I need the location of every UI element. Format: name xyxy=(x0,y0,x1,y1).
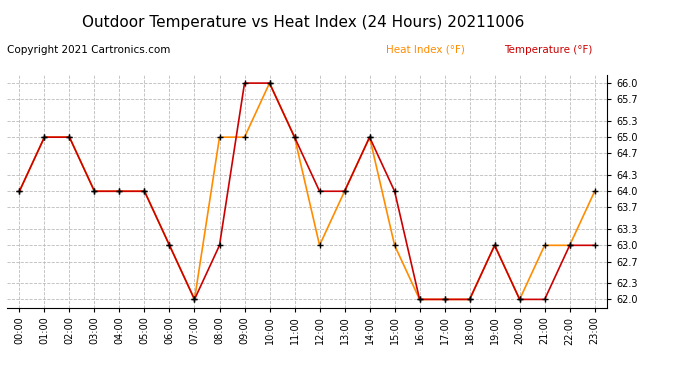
Heat Index (°F) xyxy=(266,81,274,86)
Temperature (°F) xyxy=(166,243,174,248)
Temperature (°F) xyxy=(591,243,599,248)
Temperature (°F) xyxy=(266,81,274,86)
Temperature (°F) xyxy=(90,189,99,194)
Heat Index (°F) xyxy=(415,297,424,302)
Heat Index (°F) xyxy=(66,135,74,140)
Heat Index (°F) xyxy=(440,297,449,302)
Heat Index (°F) xyxy=(215,135,224,140)
Temperature (°F) xyxy=(66,135,74,140)
Temperature (°F) xyxy=(391,189,399,194)
Heat Index (°F) xyxy=(140,189,148,194)
Temperature (°F) xyxy=(440,297,449,302)
Heat Index (°F) xyxy=(515,297,524,302)
Heat Index (°F) xyxy=(315,243,324,248)
Text: Heat Index (°F): Heat Index (°F) xyxy=(386,45,465,55)
Heat Index (°F) xyxy=(366,135,374,140)
Heat Index (°F) xyxy=(115,189,124,194)
Heat Index (°F) xyxy=(340,189,348,194)
Temperature (°F) xyxy=(315,189,324,194)
Text: Temperature (°F): Temperature (°F) xyxy=(504,45,592,55)
Temperature (°F) xyxy=(290,135,299,140)
Temperature (°F) xyxy=(140,189,148,194)
Temperature (°F) xyxy=(491,243,499,248)
Line: Temperature (°F): Temperature (°F) xyxy=(16,80,598,303)
Heat Index (°F) xyxy=(240,135,248,140)
Heat Index (°F) xyxy=(190,297,199,302)
Heat Index (°F) xyxy=(540,243,549,248)
Heat Index (°F) xyxy=(90,189,99,194)
Temperature (°F) xyxy=(466,297,474,302)
Temperature (°F) xyxy=(340,189,348,194)
Temperature (°F) xyxy=(515,297,524,302)
Temperature (°F) xyxy=(366,135,374,140)
Temperature (°F) xyxy=(115,189,124,194)
Heat Index (°F) xyxy=(466,297,474,302)
Text: Outdoor Temperature vs Heat Index (24 Hours) 20211006: Outdoor Temperature vs Heat Index (24 Ho… xyxy=(82,15,525,30)
Text: Copyright 2021 Cartronics.com: Copyright 2021 Cartronics.com xyxy=(7,45,170,55)
Temperature (°F) xyxy=(415,297,424,302)
Temperature (°F) xyxy=(190,297,199,302)
Heat Index (°F) xyxy=(591,189,599,194)
Temperature (°F) xyxy=(215,243,224,248)
Heat Index (°F) xyxy=(290,135,299,140)
Temperature (°F) xyxy=(566,243,574,248)
Heat Index (°F) xyxy=(40,135,48,140)
Heat Index (°F) xyxy=(15,189,23,194)
Temperature (°F) xyxy=(240,81,248,86)
Heat Index (°F) xyxy=(166,243,174,248)
Temperature (°F) xyxy=(40,135,48,140)
Heat Index (°F) xyxy=(491,243,499,248)
Temperature (°F) xyxy=(15,189,23,194)
Line: Heat Index (°F): Heat Index (°F) xyxy=(16,80,598,303)
Heat Index (°F) xyxy=(566,243,574,248)
Heat Index (°F) xyxy=(391,243,399,248)
Temperature (°F) xyxy=(540,297,549,302)
